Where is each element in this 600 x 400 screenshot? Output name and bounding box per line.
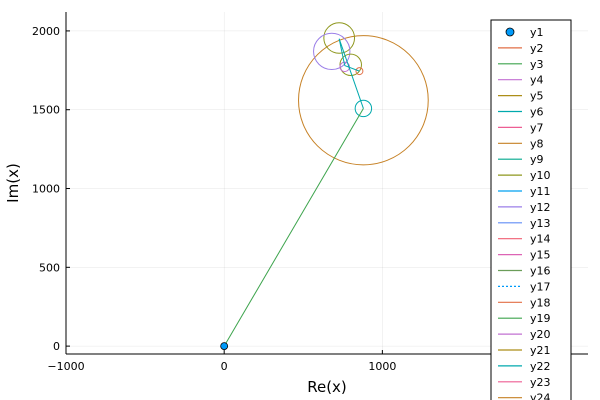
grid: [65, 12, 588, 354]
legend-label: y8: [530, 137, 544, 150]
legend-label: y4: [530, 74, 544, 87]
legend-label: y7: [530, 121, 544, 134]
legend-label: y3: [530, 58, 544, 71]
legend-label: y9: [530, 153, 544, 166]
legend-label: y11: [530, 185, 551, 198]
legend-label: y21: [530, 344, 551, 357]
y-tick-label: 1000: [32, 183, 60, 196]
vector-segment: [223, 108, 364, 347]
vector-segment: [344, 65, 360, 72]
legend-label: y1: [530, 26, 544, 39]
plot-area: [220, 22, 429, 351]
legend-label: y5: [530, 90, 544, 103]
y-tick-label: 1500: [32, 104, 60, 117]
legend-label: y14: [530, 233, 551, 246]
legend-label: y10: [530, 169, 551, 182]
legend-label: y23: [530, 376, 551, 389]
y-tick-label: 500: [39, 261, 60, 274]
circle-series: [323, 22, 356, 54]
vector-segment: [338, 38, 346, 66]
x-tick-label: −1000: [47, 360, 84, 373]
circle-series: [355, 67, 364, 76]
x-tick-label: 1000: [368, 360, 396, 373]
y-tick-label: 2000: [32, 25, 60, 38]
circle-series: [313, 32, 351, 71]
y-tick-label: 0: [53, 340, 60, 353]
legend-box: [490, 19, 572, 400]
data-point: [220, 342, 229, 351]
ticks: −1000 0 1000 0 500 1000 1500 2000: [32, 25, 396, 373]
legend-label: y13: [530, 217, 551, 230]
legend-label: y16: [530, 265, 551, 278]
legend-label: y2: [530, 42, 544, 55]
legend: y1 y2 y3 y4 y5 y6 y7 y8 y9 y10 y11 y12 y13 y14 y15 y16 y…: [490, 19, 572, 400]
legend-label: y19: [530, 312, 551, 325]
legend-label: y18: [530, 296, 551, 309]
x-tick-label: 0: [221, 360, 228, 373]
legend-label: y12: [530, 201, 551, 214]
circle-series: [298, 35, 429, 166]
legend-label: y24: [530, 392, 551, 400]
vector-segment: [338, 38, 364, 109]
x-axis-label: Re(x): [307, 378, 347, 396]
legend-label: y22: [530, 360, 551, 373]
legend-label: y17: [530, 280, 551, 293]
legend-label: y6: [530, 106, 544, 119]
y-axis-label: Im(x): [4, 163, 22, 203]
legend-label: y20: [530, 328, 551, 341]
legend-label: y15: [530, 249, 551, 262]
circle-series: [354, 99, 373, 118]
legend-swatch: [505, 27, 515, 37]
